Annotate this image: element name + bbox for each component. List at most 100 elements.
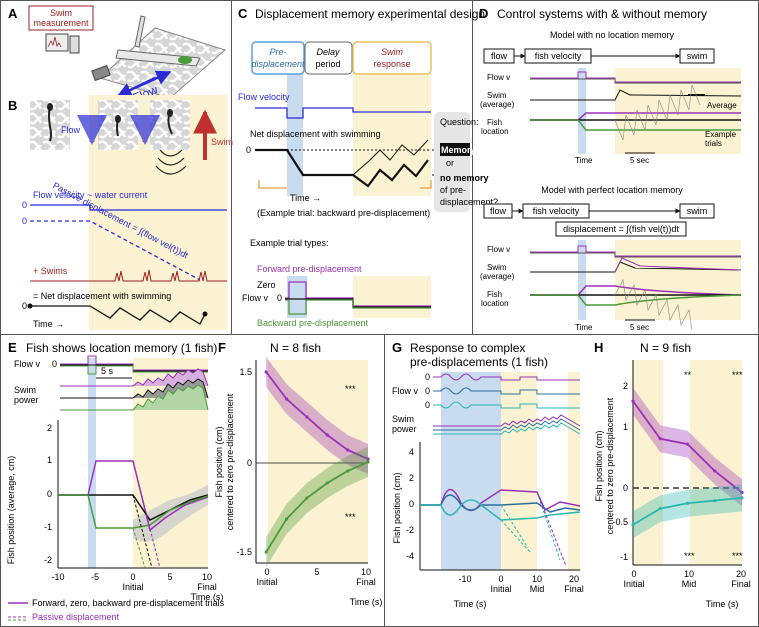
h-ytick-3: -0.5 [612, 517, 628, 527]
data-point-backward [713, 498, 717, 503]
h-xname-initial: Initial [623, 579, 644, 589]
e-5s: 5 s [101, 366, 114, 376]
data-point-backward [264, 550, 268, 554]
g-zero-1: 0 [425, 372, 430, 382]
c-backward: Backward pre-displacement [257, 318, 369, 328]
displacement-question: displacement? [440, 197, 498, 207]
g-xname-mid: Mid [530, 584, 545, 594]
c-time: Time → [290, 193, 321, 203]
d-flow-text: flow [491, 51, 508, 61]
h-sig-final: *** [732, 370, 743, 380]
series-band-forward [633, 387, 742, 506]
c-net-trace [255, 148, 429, 188]
panel-c: C Displacement memory experimental desig… [238, 6, 498, 328]
panel-f-title: N = 8 fish [270, 341, 321, 355]
d2-time: Time [575, 323, 593, 332]
g-zero-3: 0 [425, 400, 430, 410]
f-xname-final: Final [356, 577, 376, 587]
e-ytick-4: -2 [44, 555, 52, 565]
flow-velocity-text: Flow velocity ~ water current [33, 190, 148, 200]
pre-box-line1: Pre- [269, 47, 286, 57]
d1-time: Time [575, 156, 593, 165]
flow-zero-label: 0 [22, 200, 27, 210]
f-ytick-1: 0 [247, 458, 252, 468]
computer-tower-icon [69, 35, 80, 54]
g-xtick-1: 0 [498, 574, 503, 584]
data-point-backward [325, 481, 329, 485]
d1-5sec: 5 sec [630, 156, 649, 165]
delay-line2: period [315, 59, 340, 69]
panel-d-title: Control systems with & without memory [497, 7, 707, 21]
e-xtick-3: 5 [167, 572, 172, 582]
f-plot-area [264, 357, 370, 567]
question-label: Question: [440, 117, 479, 127]
panel-d: D Control systems with & without memory … [479, 6, 742, 332]
data-point-forward [305, 415, 309, 419]
f-ylabel2: centered to zero pre-displacement [225, 393, 235, 530]
h-ytick-0: 2 [623, 381, 628, 391]
camera-icon [91, 64, 111, 82]
h-sig-mid-bottom: *** [684, 551, 695, 561]
h-ytick-2: 0 [623, 483, 628, 493]
e-xtick-2: 0 [130, 572, 135, 582]
g-xunit: Time (s) [454, 599, 487, 609]
e-xunit: Time (s) [191, 592, 224, 602]
g-flowv: Flow v [392, 386, 419, 396]
pre-displacement-box [251, 41, 305, 75]
d2-swim-avg2: (average) [480, 272, 515, 281]
of-pre-label: of pre- [440, 185, 466, 195]
e-ytick-2: 0 [47, 489, 52, 499]
c-flowv-zero: 0 [277, 293, 282, 303]
e-flowv-zero: 0 [52, 359, 57, 369]
series-band-forward [266, 357, 368, 474]
c-trial-pre-shade [287, 276, 307, 318]
net-trace [30, 305, 206, 325]
passive-trace [30, 220, 201, 281]
swim-box-line2: response [373, 59, 410, 69]
data-point-forward [264, 370, 268, 374]
monitor-icon [45, 33, 69, 52]
h-ylabel2: centered to zero pre-displacement [605, 397, 615, 534]
panel-f-label: F [218, 340, 226, 355]
panel-b-label: B [8, 98, 17, 113]
flow-trace [30, 204, 227, 211]
swim-response-box [352, 41, 432, 75]
panel-d-label: D [479, 6, 488, 21]
d-swim-box [679, 48, 715, 64]
fish-icon [178, 56, 192, 64]
swims-text: + Swims [33, 266, 68, 276]
panel-h-label: H [594, 340, 603, 355]
panel-h-title: N = 9 fish [640, 341, 691, 355]
time-label-b: Time → [33, 319, 64, 329]
d2-fishvel-text: fish velocity [533, 206, 580, 216]
passive-zero-label: 0 [22, 216, 27, 226]
e-swim-power2: power [14, 395, 39, 405]
e-ytick-3: -1 [44, 522, 52, 532]
c-forward: Forward pre-displacement [257, 264, 362, 274]
f-xtick-0: 0 [264, 567, 269, 577]
h-ytick-4: -1 [620, 552, 628, 562]
data-point-backward [305, 496, 309, 500]
data-point-backward [284, 517, 289, 521]
d-example-trials2: trials [705, 139, 722, 148]
data-point-backward [346, 469, 350, 473]
panel-h: H N = 9 fish Fish position (cm) centered… [594, 340, 751, 609]
net-text: = Net displacement with swimming [33, 291, 171, 301]
delay-box [304, 41, 353, 75]
g-xname-initial: Initial [490, 584, 511, 594]
series-band-backward [633, 484, 742, 539]
g-zero-2: 0 [425, 386, 430, 396]
swim-box-line1: Swim [381, 47, 404, 57]
d1-swim-avg1: Swim [487, 91, 507, 100]
e-xtick-1: -5 [91, 572, 99, 582]
e-legend2: Passive displacement [32, 612, 120, 622]
d2-swim-box [679, 203, 715, 219]
e-legend1: Forward, zero, backward pre-displacement… [32, 598, 225, 608]
d-fishvel-text: fish velocity [535, 51, 582, 61]
maze-tile-3 [150, 100, 190, 150]
panel-e-title: Fish shows location memory (1 fish) [26, 341, 217, 355]
data-point-forward [325, 433, 329, 437]
pre-box-line2: displacement [251, 59, 305, 69]
c-trial-types: Example trial types: [250, 238, 329, 248]
series-line-backward [265, 461, 369, 553]
